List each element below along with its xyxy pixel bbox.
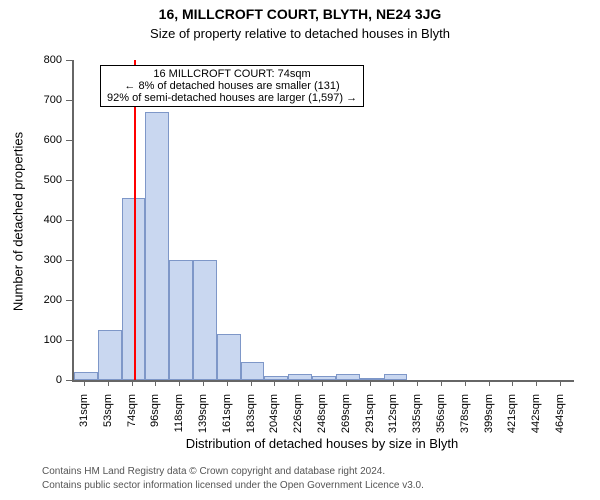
x-tick — [322, 380, 323, 386]
x-tick-label: 183sqm — [245, 394, 257, 444]
x-tick-label: 378sqm — [459, 394, 471, 444]
y-tick-label: 700 — [0, 94, 62, 106]
x-tick — [489, 380, 490, 386]
x-tick-label: 356sqm — [435, 394, 447, 444]
x-tick — [393, 380, 394, 386]
x-tick-label: 96sqm — [149, 394, 161, 444]
y-tick-label: 500 — [0, 174, 62, 186]
x-tick-label: 53sqm — [102, 394, 114, 444]
x-tick — [370, 380, 371, 386]
y-tick-label: 100 — [0, 334, 62, 346]
histogram-bar — [241, 362, 265, 380]
infobox-line-1: 16 MILLCROFT COURT: 74sqm — [107, 68, 357, 80]
x-tick-label: 421sqm — [506, 394, 518, 444]
infobox-line-3: 92% of semi-detached houses are larger (… — [107, 92, 357, 104]
x-tick — [441, 380, 442, 386]
chart-subtitle: Size of property relative to detached ho… — [0, 26, 600, 41]
y-tick — [66, 380, 72, 381]
histogram-bar — [288, 374, 312, 380]
highlight-marker-line — [134, 60, 136, 380]
y-tick — [66, 220, 72, 221]
histogram-bar — [74, 372, 98, 380]
y-tick — [66, 100, 72, 101]
x-tick — [227, 380, 228, 386]
x-tick-label: 399sqm — [483, 394, 495, 444]
x-tick — [132, 380, 133, 386]
x-tick-label: 269sqm — [340, 394, 352, 444]
histogram-bar — [360, 378, 384, 380]
x-tick — [179, 380, 180, 386]
y-tick — [66, 300, 72, 301]
x-tick — [251, 380, 252, 386]
y-tick — [66, 140, 72, 141]
y-tick-label: 0 — [0, 374, 62, 386]
x-tick — [203, 380, 204, 386]
y-tick — [66, 260, 72, 261]
histogram-bar — [264, 376, 288, 380]
y-tick-label: 400 — [0, 214, 62, 226]
x-tick-label: 139sqm — [197, 394, 209, 444]
x-tick-label: 204sqm — [268, 394, 280, 444]
x-tick — [84, 380, 85, 386]
y-tick-label: 600 — [0, 134, 62, 146]
histogram-bar — [384, 374, 408, 380]
histogram-bar — [169, 260, 193, 380]
chart-super-title: 16, MILLCROFT COURT, BLYTH, NE24 3JG — [0, 6, 600, 22]
x-tick — [512, 380, 513, 386]
x-tick-label: 335sqm — [411, 394, 423, 444]
x-tick-label: 442sqm — [530, 394, 542, 444]
chart-plot-area — [72, 60, 574, 382]
x-tick-label: 291sqm — [364, 394, 376, 444]
footer-line-2: Contains public sector information licen… — [42, 480, 424, 491]
x-tick-label: 464sqm — [554, 394, 566, 444]
infobox-line-2: ← 8% of detached houses are smaller (131… — [107, 80, 357, 92]
histogram-bar — [145, 112, 169, 380]
y-tick-label: 800 — [0, 54, 62, 66]
x-tick — [346, 380, 347, 386]
histogram-bar — [193, 260, 217, 380]
y-tick-label: 200 — [0, 294, 62, 306]
x-tick-label: 312sqm — [387, 394, 399, 444]
x-tick-label: 74sqm — [126, 394, 138, 444]
x-tick — [560, 380, 561, 386]
x-tick — [417, 380, 418, 386]
footer-line-1: Contains HM Land Registry data © Crown c… — [42, 466, 385, 477]
histogram-bar — [336, 374, 360, 380]
x-tick-label: 161sqm — [221, 394, 233, 444]
x-tick — [155, 380, 156, 386]
x-tick — [298, 380, 299, 386]
x-tick — [274, 380, 275, 386]
highlight-info-box: 16 MILLCROFT COURT: 74sqm ← 8% of detach… — [100, 65, 364, 107]
x-tick — [465, 380, 466, 386]
x-tick-label: 118sqm — [173, 394, 185, 444]
histogram-bar — [98, 330, 122, 380]
x-tick — [108, 380, 109, 386]
x-tick — [536, 380, 537, 386]
x-tick-label: 248sqm — [316, 394, 328, 444]
y-tick — [66, 340, 72, 341]
y-tick-label: 300 — [0, 254, 62, 266]
x-tick-label: 31sqm — [78, 394, 90, 444]
histogram-bar — [312, 376, 336, 380]
y-tick — [66, 180, 72, 181]
histogram-bar — [217, 334, 241, 380]
x-tick-label: 226sqm — [292, 394, 304, 444]
y-tick — [66, 60, 72, 61]
